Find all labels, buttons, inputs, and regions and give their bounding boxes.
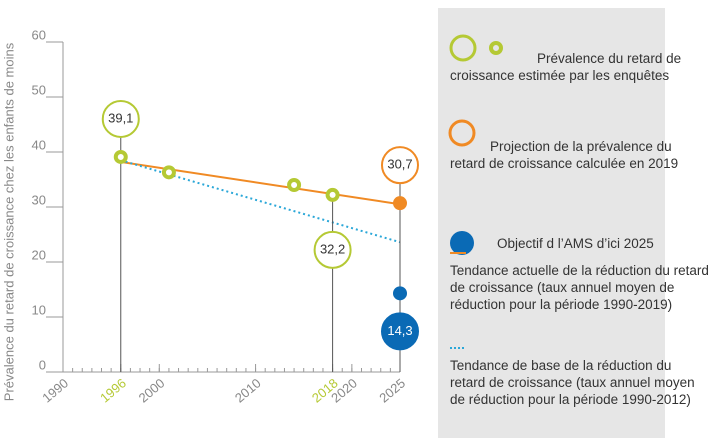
- callout-bubble: [381, 146, 419, 185]
- x-tick-label: 2025: [376, 375, 408, 405]
- data-label: 39,1: [108, 110, 133, 125]
- target-point: [393, 286, 407, 301]
- trend-line: [120, 159, 401, 244]
- x-tick-label: 1990: [39, 375, 71, 405]
- survey-point: [287, 178, 302, 192]
- survey-point: [161, 165, 176, 180]
- callout-bubble: [101, 99, 140, 138]
- legend-icon: [448, 119, 476, 147]
- y-tick-label: 60: [32, 27, 46, 42]
- survey-point: [113, 149, 128, 164]
- legend-box: [438, 8, 665, 438]
- trend-line: [120, 160, 401, 206]
- legend-text: Tendance de base de la réduction du reta…: [450, 358, 695, 407]
- y-tick-label: 40: [32, 137, 46, 152]
- callout-bubble: [381, 312, 419, 351]
- data-label: 32,2: [320, 241, 345, 256]
- callout-bubble: [313, 230, 352, 269]
- legend-text: Projection de la prévalence du retard de…: [450, 139, 679, 171]
- y-tick-label: 0: [39, 357, 46, 372]
- legend-text: Objectif d l’AMS d’ici 2025: [497, 236, 654, 251]
- y-axis-label: Prévalence du retard de croissance chez …: [1, 42, 16, 401]
- legend-icon: [449, 34, 477, 62]
- x-tick-label: 2010: [232, 375, 264, 405]
- legend-icon: [450, 231, 474, 255]
- projection-point: [393, 196, 407, 211]
- x-tick-label: 1996: [97, 375, 129, 405]
- legend-icon: [489, 41, 503, 55]
- data-label: 14,3: [387, 323, 412, 338]
- y-tick-label: 30: [32, 192, 46, 207]
- y-tick-label: 50: [32, 82, 46, 97]
- survey-point: [325, 187, 340, 202]
- x-tick-label: 2000: [136, 375, 168, 405]
- y-tick-label: 20: [32, 247, 46, 262]
- data-label: 30,7: [387, 157, 412, 172]
- y-tick-label: 10: [32, 302, 46, 317]
- legend-text: Prévalence du retard de croissance estim…: [450, 51, 682, 83]
- legend-text: Tendance actuelle de la réduction du ret…: [450, 263, 709, 312]
